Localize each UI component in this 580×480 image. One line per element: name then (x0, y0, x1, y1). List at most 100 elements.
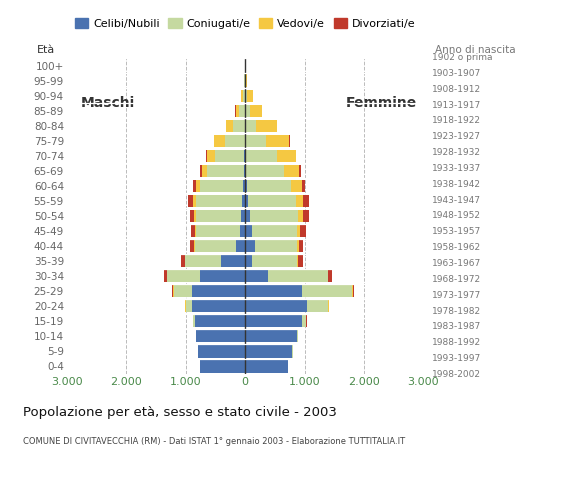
Bar (164, 270, 167, 282)
Bar (195, 210, 241, 222)
Bar (245, 134, 266, 147)
Bar (191, 285, 245, 298)
Text: Anno di nascita: Anno di nascita (435, 45, 516, 55)
Bar (167, 270, 201, 282)
Bar (353, 285, 354, 298)
Bar (245, 150, 246, 162)
Bar (240, 225, 245, 238)
Bar (284, 165, 299, 177)
Bar (250, 210, 298, 222)
Bar (328, 270, 332, 282)
Bar (186, 300, 191, 312)
Bar (245, 210, 250, 222)
Bar (245, 74, 246, 87)
Bar (245, 225, 252, 238)
Bar (245, 180, 247, 192)
Bar (241, 210, 245, 222)
Bar (245, 194, 248, 207)
Bar (248, 194, 296, 207)
Bar (190, 240, 194, 252)
Text: 1918-1922: 1918-1922 (432, 117, 481, 125)
Bar (207, 165, 244, 177)
Text: 1988-1992: 1988-1992 (432, 338, 481, 347)
Text: 1973-1977: 1973-1977 (432, 291, 481, 300)
Text: 1903-1907: 1903-1907 (432, 69, 481, 78)
Bar (245, 255, 252, 267)
Bar (245, 105, 250, 117)
Text: 1983-1987: 1983-1987 (432, 323, 481, 331)
Bar (246, 150, 277, 162)
Bar (233, 120, 245, 132)
Text: 1968-1972: 1968-1972 (432, 275, 481, 284)
Bar (245, 360, 288, 372)
Bar (255, 240, 297, 252)
Bar (172, 285, 173, 298)
Text: 1933-1937: 1933-1937 (432, 164, 481, 173)
Bar (245, 120, 256, 132)
Text: 1938-1942: 1938-1942 (432, 180, 481, 189)
Bar (245, 300, 307, 312)
Bar (193, 180, 196, 192)
Bar (246, 74, 248, 87)
Text: Età: Età (37, 45, 55, 55)
Bar (224, 134, 245, 147)
Bar (245, 89, 247, 102)
Bar (302, 180, 305, 192)
Text: 1993-1997: 1993-1997 (432, 354, 481, 363)
Bar (201, 270, 245, 282)
Bar (299, 240, 303, 252)
Text: 1948-1952: 1948-1952 (432, 212, 481, 220)
Bar (198, 345, 245, 358)
Bar (307, 300, 328, 312)
Bar (196, 225, 240, 238)
Bar (190, 210, 194, 222)
Bar (201, 180, 243, 192)
Bar (244, 165, 245, 177)
Bar (235, 105, 239, 117)
Bar (256, 120, 277, 132)
Bar (206, 150, 207, 162)
Bar (245, 330, 297, 343)
Bar (247, 180, 291, 192)
Bar (291, 180, 302, 192)
Bar (239, 105, 245, 117)
Bar (174, 285, 191, 298)
Bar (194, 315, 245, 327)
Bar (207, 150, 215, 162)
Bar (297, 240, 299, 252)
Bar (300, 225, 306, 238)
Bar (185, 255, 222, 267)
Bar (246, 165, 284, 177)
Text: 1978-1982: 1978-1982 (432, 307, 481, 315)
Bar (352, 285, 353, 298)
Bar (303, 210, 309, 222)
Bar (195, 330, 196, 343)
Bar (191, 300, 245, 312)
Text: 1963-1967: 1963-1967 (432, 259, 481, 268)
Bar (245, 285, 302, 298)
Text: 1928-1932: 1928-1932 (432, 148, 481, 157)
Bar (195, 225, 196, 238)
Text: 1923-1927: 1923-1927 (432, 132, 481, 141)
Bar (193, 315, 194, 327)
Bar (298, 210, 303, 222)
Bar (297, 330, 298, 343)
Text: Maschi: Maschi (81, 96, 136, 110)
Text: 1958-1962: 1958-1962 (432, 243, 481, 252)
Bar (188, 194, 193, 207)
Bar (181, 255, 184, 267)
Bar (194, 240, 235, 252)
Bar (202, 165, 207, 177)
Text: 1943-1947: 1943-1947 (432, 196, 481, 204)
Text: 1902 o prima: 1902 o prima (432, 53, 492, 62)
Bar (303, 194, 309, 207)
Bar (194, 210, 195, 222)
Bar (299, 165, 300, 177)
Bar (252, 255, 298, 267)
Bar (195, 194, 242, 207)
Bar (244, 74, 245, 87)
Text: 1953-1957: 1953-1957 (432, 228, 481, 236)
Bar (226, 120, 233, 132)
Bar (252, 225, 297, 238)
Bar (302, 315, 306, 327)
